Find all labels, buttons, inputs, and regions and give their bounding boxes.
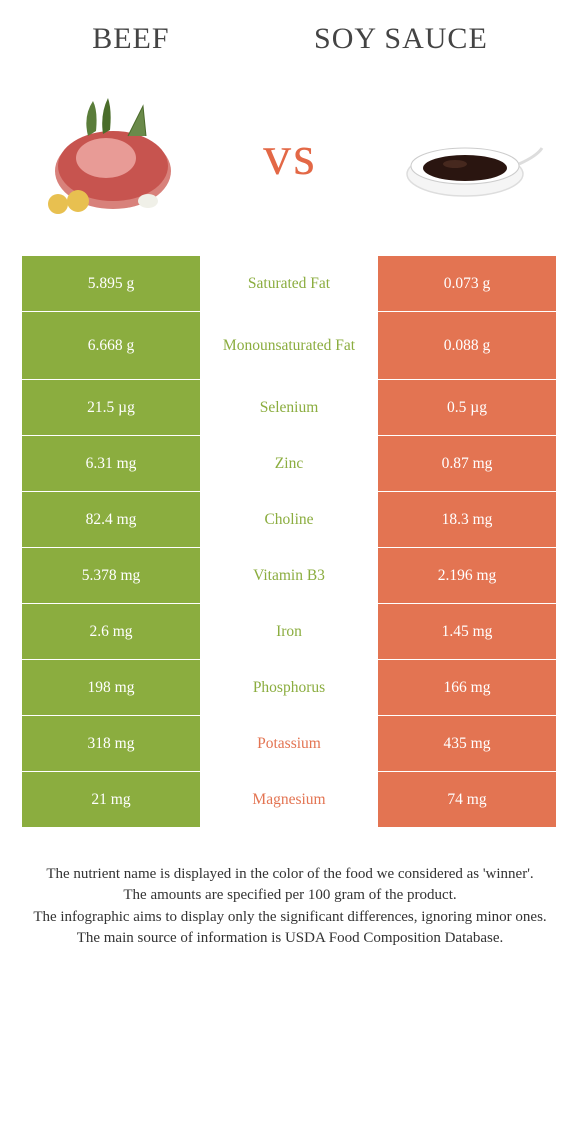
nutrient-label: Magnesium [200, 772, 378, 827]
food-title-left: Beef [92, 22, 169, 56]
nutrient-label: Selenium [200, 380, 378, 435]
table-row: 5.895 gSaturated Fat0.073 g [22, 256, 558, 311]
food-title-right: Soy sauce [314, 22, 488, 56]
nutrient-label: Vitamin B3 [200, 548, 378, 603]
footer-line: The infographic aims to display only the… [32, 907, 548, 927]
vs-label: vs [263, 124, 317, 188]
table-row: 82.4 mgCholine18.3 mg [22, 492, 558, 547]
table-row: 2.6 mgIron1.45 mg [22, 604, 558, 659]
footer-line: The amounts are specified per 100 gram o… [32, 885, 548, 905]
value-right: 0.073 g [378, 256, 556, 311]
value-left: 198 mg [22, 660, 200, 715]
value-right: 18.3 mg [378, 492, 556, 547]
nutrient-label: Potassium [200, 716, 378, 771]
nutrient-label: Iron [200, 604, 378, 659]
value-left: 82.4 mg [22, 492, 200, 547]
header: Beef Soy sauce [0, 0, 580, 66]
value-left: 2.6 mg [22, 604, 200, 659]
table-row: 21 mgMagnesium74 mg [22, 772, 558, 827]
images-row: vs [0, 66, 580, 256]
nutrient-label: Phosphorus [200, 660, 378, 715]
table-row: 6.31 mgZinc0.87 mg [22, 436, 558, 491]
nutrient-label: Saturated Fat [200, 256, 378, 311]
table-row: 318 mgPotassium435 mg [22, 716, 558, 771]
value-left: 5.378 mg [22, 548, 200, 603]
table-row: 198 mgPhosphorus166 mg [22, 660, 558, 715]
nutrient-label: Monounsaturated Fat [200, 312, 378, 379]
footer-notes: The nutrient name is displayed in the co… [0, 828, 580, 948]
footer-line: The main source of information is USDA F… [32, 928, 548, 948]
value-right: 1.45 mg [378, 604, 556, 659]
comparison-table: 5.895 gSaturated Fat0.073 g6.668 gMonoun… [0, 256, 580, 827]
value-left: 21 mg [22, 772, 200, 827]
value-left: 318 mg [22, 716, 200, 771]
value-right: 74 mg [378, 772, 556, 827]
value-left: 21.5 µg [22, 380, 200, 435]
value-left: 6.31 mg [22, 436, 200, 491]
value-right: 166 mg [378, 660, 556, 715]
footer-line: The nutrient name is displayed in the co… [32, 864, 548, 884]
value-right: 0.5 µg [378, 380, 556, 435]
value-right: 0.87 mg [378, 436, 556, 491]
table-row: 5.378 mgVitamin B32.196 mg [22, 548, 558, 603]
value-left: 6.668 g [22, 312, 200, 379]
value-right: 435 mg [378, 716, 556, 771]
soy-sauce-image [377, 86, 552, 226]
nutrient-label: Zinc [200, 436, 378, 491]
table-row: 21.5 µgSelenium0.5 µg [22, 380, 558, 435]
value-right: 2.196 mg [378, 548, 556, 603]
nutrient-label: Choline [200, 492, 378, 547]
value-left: 5.895 g [22, 256, 200, 311]
beef-image [28, 86, 203, 226]
value-right: 0.088 g [378, 312, 556, 379]
table-row: 6.668 gMonounsaturated Fat0.088 g [22, 312, 558, 379]
